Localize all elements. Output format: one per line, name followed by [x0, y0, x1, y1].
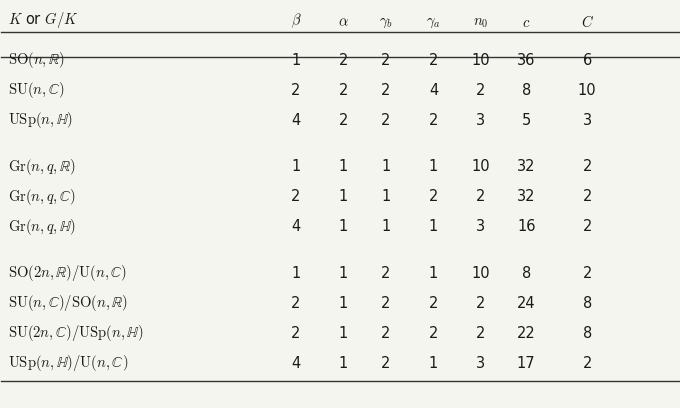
- Text: $\gamma_a$: $\gamma_a$: [426, 15, 441, 30]
- Text: 2: 2: [339, 53, 348, 68]
- Text: 2: 2: [429, 295, 438, 310]
- Text: 8: 8: [583, 326, 592, 341]
- Text: 2: 2: [476, 83, 486, 98]
- Text: 1: 1: [381, 189, 391, 204]
- Text: 8: 8: [522, 266, 531, 281]
- Text: $\mathrm{SU}(n,\mathbb{C})/\mathrm{SO}(n,\mathbb{R})$: $\mathrm{SU}(n,\mathbb{C})/\mathrm{SO}(n…: [8, 293, 128, 313]
- Text: 2: 2: [339, 113, 348, 128]
- Text: $n_0$: $n_0$: [473, 15, 488, 30]
- Text: $\mathrm{Gr}(n,q,\mathbb{C})$: $\mathrm{Gr}(n,q,\mathbb{C})$: [8, 186, 76, 206]
- Text: 2: 2: [291, 326, 301, 341]
- Text: $\mathrm{USp}(n,\mathbb{H})$: $\mathrm{USp}(n,\mathbb{H})$: [8, 110, 73, 130]
- Text: 10: 10: [471, 266, 490, 281]
- Text: 1: 1: [381, 159, 391, 174]
- Text: 10: 10: [471, 159, 490, 174]
- Text: 1: 1: [291, 266, 301, 281]
- Text: 2: 2: [291, 83, 301, 98]
- Text: 3: 3: [476, 219, 486, 234]
- Text: 10: 10: [578, 83, 596, 98]
- Text: 1: 1: [429, 159, 438, 174]
- Text: 4: 4: [291, 219, 301, 234]
- Text: $\mathrm{SU}(n,\mathbb{C})$: $\mathrm{SU}(n,\mathbb{C})$: [8, 80, 65, 100]
- Text: 16: 16: [517, 219, 535, 234]
- Text: 2: 2: [381, 295, 391, 310]
- Text: $c$: $c$: [522, 15, 530, 30]
- Text: 2: 2: [381, 83, 391, 98]
- Text: 2: 2: [381, 113, 391, 128]
- Text: 17: 17: [517, 355, 536, 370]
- Text: 1: 1: [429, 355, 438, 370]
- Text: 1: 1: [339, 266, 348, 281]
- Text: 36: 36: [517, 53, 535, 68]
- Text: 2: 2: [291, 295, 301, 310]
- Text: 3: 3: [476, 355, 486, 370]
- Text: 10: 10: [471, 53, 490, 68]
- Text: 5: 5: [522, 113, 531, 128]
- Text: 1: 1: [339, 189, 348, 204]
- Text: $\gamma_b$: $\gamma_b$: [379, 15, 393, 30]
- Text: 1: 1: [339, 159, 348, 174]
- Text: 2: 2: [381, 326, 391, 341]
- Text: 1: 1: [291, 159, 301, 174]
- Text: 2: 2: [583, 159, 592, 174]
- Text: 8: 8: [583, 295, 592, 310]
- Text: 4: 4: [429, 83, 438, 98]
- Text: $C$: $C$: [581, 14, 594, 30]
- Text: 1: 1: [429, 266, 438, 281]
- Text: 2: 2: [381, 355, 391, 370]
- Text: 4: 4: [291, 113, 301, 128]
- Text: 2: 2: [476, 295, 486, 310]
- Text: 2: 2: [429, 113, 438, 128]
- Text: 2: 2: [476, 326, 486, 341]
- Text: 4: 4: [291, 355, 301, 370]
- Text: 2: 2: [583, 266, 592, 281]
- Text: 32: 32: [517, 189, 535, 204]
- Text: 22: 22: [517, 326, 536, 341]
- Text: $\mathrm{SO}(2n,\mathbb{R})/\mathrm{U}(n,\mathbb{C})$: $\mathrm{SO}(2n,\mathbb{R})/\mathrm{U}(n…: [8, 263, 127, 283]
- Text: $\beta$: $\beta$: [290, 11, 301, 30]
- Text: 2: 2: [583, 189, 592, 204]
- Text: 2: 2: [381, 53, 391, 68]
- Text: 2: 2: [291, 189, 301, 204]
- Text: $\mathrm{USp}(n,\mathbb{H})/\mathrm{U}(n,\mathbb{C})$: $\mathrm{USp}(n,\mathbb{H})/\mathrm{U}(n…: [8, 353, 129, 373]
- Text: $\mathrm{SO}(n,\mathbb{R})$: $\mathrm{SO}(n,\mathbb{R})$: [8, 50, 65, 70]
- Text: $\alpha$: $\alpha$: [338, 15, 349, 30]
- Text: $K$ or $G/K$: $K$ or $G/K$: [8, 10, 79, 30]
- Text: 1: 1: [339, 326, 348, 341]
- Text: 2: 2: [476, 189, 486, 204]
- Text: 24: 24: [517, 295, 536, 310]
- Text: 1: 1: [339, 219, 348, 234]
- Text: 1: 1: [291, 53, 301, 68]
- Text: $\mathrm{Gr}(n,q,\mathbb{H})$: $\mathrm{Gr}(n,q,\mathbb{H})$: [8, 217, 76, 237]
- Text: 3: 3: [583, 113, 592, 128]
- Text: $\mathrm{SU}(2n,\mathbb{C})/\mathrm{USp}(n,\mathbb{H})$: $\mathrm{SU}(2n,\mathbb{C})/\mathrm{USp}…: [8, 323, 143, 343]
- Text: 2: 2: [429, 326, 438, 341]
- Text: 6: 6: [583, 53, 592, 68]
- Text: 2: 2: [429, 189, 438, 204]
- Text: 1: 1: [381, 219, 391, 234]
- Text: 32: 32: [517, 159, 535, 174]
- Text: 2: 2: [381, 266, 391, 281]
- Text: 1: 1: [339, 355, 348, 370]
- Text: 2: 2: [339, 83, 348, 98]
- Text: 2: 2: [429, 53, 438, 68]
- Text: 2: 2: [583, 355, 592, 370]
- Text: $\mathrm{Gr}(n,q,\mathbb{R})$: $\mathrm{Gr}(n,q,\mathbb{R})$: [8, 157, 75, 177]
- Text: 8: 8: [522, 83, 531, 98]
- Text: 2: 2: [583, 219, 592, 234]
- Text: 1: 1: [429, 219, 438, 234]
- Text: 3: 3: [476, 113, 486, 128]
- Text: 1: 1: [339, 295, 348, 310]
